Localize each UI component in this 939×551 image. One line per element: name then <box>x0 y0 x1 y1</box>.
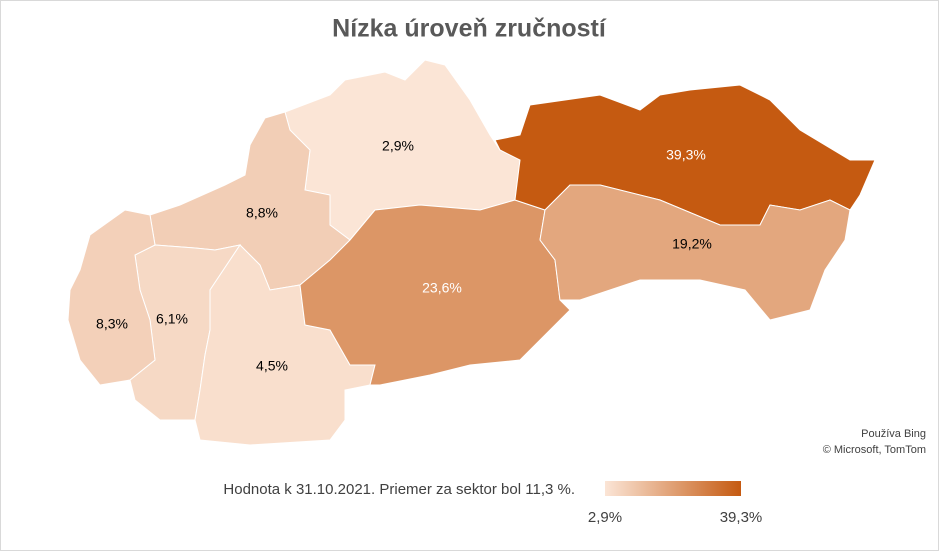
data-label: 23,6% <box>422 280 462 296</box>
legend-max-label: 39,3% <box>720 509 763 526</box>
data-label: 8,3% <box>96 316 128 332</box>
chart-title: Nízka úroveň zručností <box>332 15 607 43</box>
data-label: 39,3% <box>666 147 706 163</box>
data-label: 19,2% <box>672 236 712 252</box>
region <box>539 184 851 321</box>
legend-scale <box>605 481 741 496</box>
data-label: 6,1% <box>156 311 188 327</box>
region <box>299 199 571 386</box>
data-label: 4,5% <box>256 358 288 374</box>
region <box>67 209 156 386</box>
attribution: © Microsoft, TomTom <box>823 444 926 456</box>
legend-note: Hodnota k 31.10.2021. Priemer za sektor … <box>223 481 575 498</box>
data-label: 2,9% <box>382 138 414 154</box>
data-label: 8,8% <box>246 205 278 221</box>
legend-min-label: 2,9% <box>588 509 622 526</box>
attribution: Používa Bing <box>861 428 926 440</box>
